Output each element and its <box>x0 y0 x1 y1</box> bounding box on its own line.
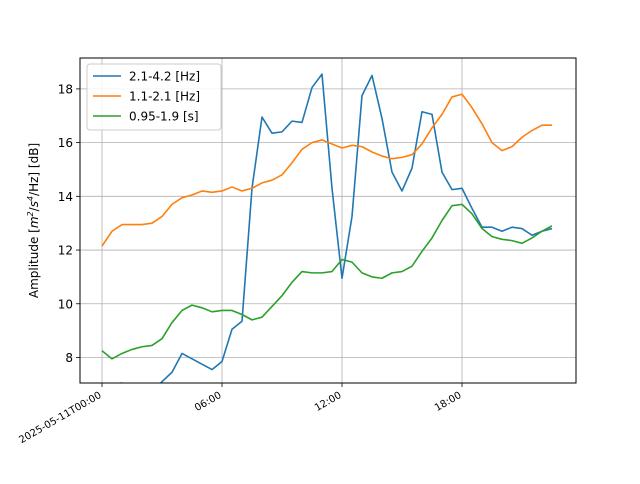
legend-label-1: 1.1-2.1 [Hz] <box>129 90 200 104</box>
y-axis-label-mid: / <box>27 206 41 211</box>
y-axis-label-sup1: 2 <box>26 211 35 216</box>
series-layer <box>101 73 553 383</box>
series-line-2 <box>101 203 553 360</box>
grid <box>80 58 576 383</box>
y-tick-label-1: 10 <box>58 297 73 311</box>
y-tick-label-2: 12 <box>58 244 73 258</box>
y-axis-label: Amplitude [m2/s4/Hz] [dB] <box>26 143 41 298</box>
legend-label-2: 0.95-1.9 [s] <box>129 110 199 124</box>
legend-label-0: 2.1-4.2 [Hz] <box>129 70 200 84</box>
y-tick-label-4: 16 <box>58 136 73 150</box>
series-line-1 <box>101 93 552 247</box>
legend-box <box>86 63 222 131</box>
y-axis-label-post: /Hz] [dB] <box>27 143 41 196</box>
series-line-0 <box>115 73 553 383</box>
axes-frame <box>79 57 577 384</box>
y-axis-label-m: m <box>27 216 41 228</box>
y-axis-label-sup2: 4 <box>26 196 35 201</box>
y-axis-label-pre: Amplitude [ <box>27 228 41 298</box>
legend: 2.1-4.2 [Hz] 1.1-2.1 [Hz] 0.95-1.9 [s] <box>86 63 222 131</box>
y-axis-label-s: s <box>27 201 41 207</box>
y-tick-label-3: 14 <box>58 190 73 204</box>
y-tick-label-5: 18 <box>58 82 73 96</box>
y-tick-label-0: 8 <box>65 351 73 365</box>
